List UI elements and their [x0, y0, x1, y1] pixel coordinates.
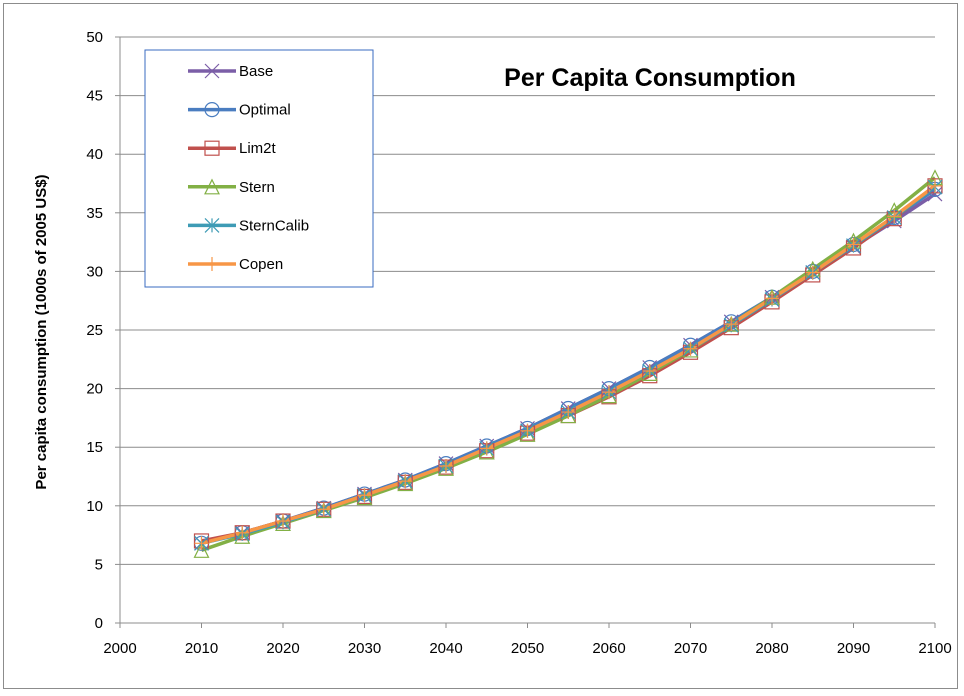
x-tick-label: 2040	[429, 640, 462, 657]
y-tick-label: 45	[86, 88, 103, 105]
data-point-stern	[641, 365, 658, 381]
data-point-stern	[682, 341, 699, 358]
x-tick-label: 2020	[266, 640, 299, 657]
data-point-copen	[479, 441, 494, 456]
data-point-copen	[724, 317, 739, 332]
data-point-stern	[193, 541, 210, 558]
y-tick-label: 10	[86, 498, 103, 515]
data-point-copen	[846, 237, 861, 252]
legend-label-base: Base	[239, 63, 273, 80]
data-point-copen	[805, 265, 820, 280]
chart-title: Per Capita Consumption	[504, 64, 796, 92]
data-point-copen	[602, 385, 616, 400]
data-point-copen	[316, 502, 331, 517]
data-point-copen	[398, 474, 413, 489]
legend-marker-stern	[204, 178, 220, 195]
data-point-copen	[765, 291, 779, 306]
data-point-copen	[520, 423, 535, 438]
legend-label-stern: Stern	[239, 179, 275, 196]
x-tick-label: 2050	[511, 640, 544, 657]
x-tick-label: 2080	[755, 640, 788, 657]
data-point-copen	[276, 514, 290, 529]
data-point-stern	[315, 502, 332, 519]
data-point-stern	[356, 489, 373, 506]
data-point-copen	[194, 536, 209, 551]
x-tick-label: 2100	[918, 640, 951, 657]
y-tick-label: 30	[86, 263, 103, 280]
x-tick-label: 2000	[103, 640, 136, 657]
x-tick-label: 2070	[674, 640, 707, 657]
data-point-stern	[438, 459, 454, 476]
legend-marker-base	[204, 63, 220, 79]
y-tick-label: 20	[86, 381, 103, 398]
data-point-copen	[439, 458, 453, 473]
legend-label-sterncalib: SternCalib	[239, 217, 309, 234]
x-tick-label: 2090	[837, 640, 870, 657]
series-lines	[193, 169, 943, 558]
data-point-stern	[275, 515, 291, 531]
y-tick-label: 25	[86, 322, 103, 339]
legend-marker-lim2t	[204, 140, 220, 156]
y-tick-label: 5	[95, 556, 103, 573]
data-point-copen	[887, 209, 902, 224]
data-point-stern	[234, 527, 251, 544]
data-point-copen	[642, 364, 657, 379]
y-tick-label: 35	[86, 205, 103, 222]
axes: 0 5 10 15 20 25 30 35 40 45 50 2000 2010 2020 2030 2040…	[86, 29, 951, 657]
data-point-copen	[683, 341, 698, 356]
legend-label-copen: Copen	[239, 256, 283, 273]
data-point-base	[927, 186, 943, 202]
x-tick-label: 2060	[592, 640, 625, 657]
y-tick-label: 15	[86, 439, 103, 456]
legend-label-optimal: Optimal	[239, 102, 291, 119]
legend-label-lim2t: Lim2t	[239, 140, 277, 157]
data-point-stern	[397, 475, 414, 492]
legend: Base Optimal Lim2t Stern SternCalib Copen	[144, 49, 374, 288]
legend-marker-optimal	[204, 101, 220, 118]
data-point-copen	[235, 525, 250, 540]
data-point-copen	[357, 488, 372, 503]
y-tick-label: 0	[95, 615, 103, 632]
y-axis-title: Per capita consumption (1000s of 2005 US…	[33, 174, 50, 489]
x-tick-label: 2030	[348, 640, 381, 657]
y-tick-label: 50	[86, 29, 103, 46]
legend-marker-copen	[205, 257, 219, 271]
data-point-copen	[561, 405, 576, 420]
y-tick-label: 40	[86, 146, 103, 163]
x-tick-label: 2010	[185, 640, 218, 657]
legend-marker-sterncalib	[204, 217, 220, 233]
data-point-copen	[928, 178, 942, 193]
legend-box	[144, 49, 374, 288]
